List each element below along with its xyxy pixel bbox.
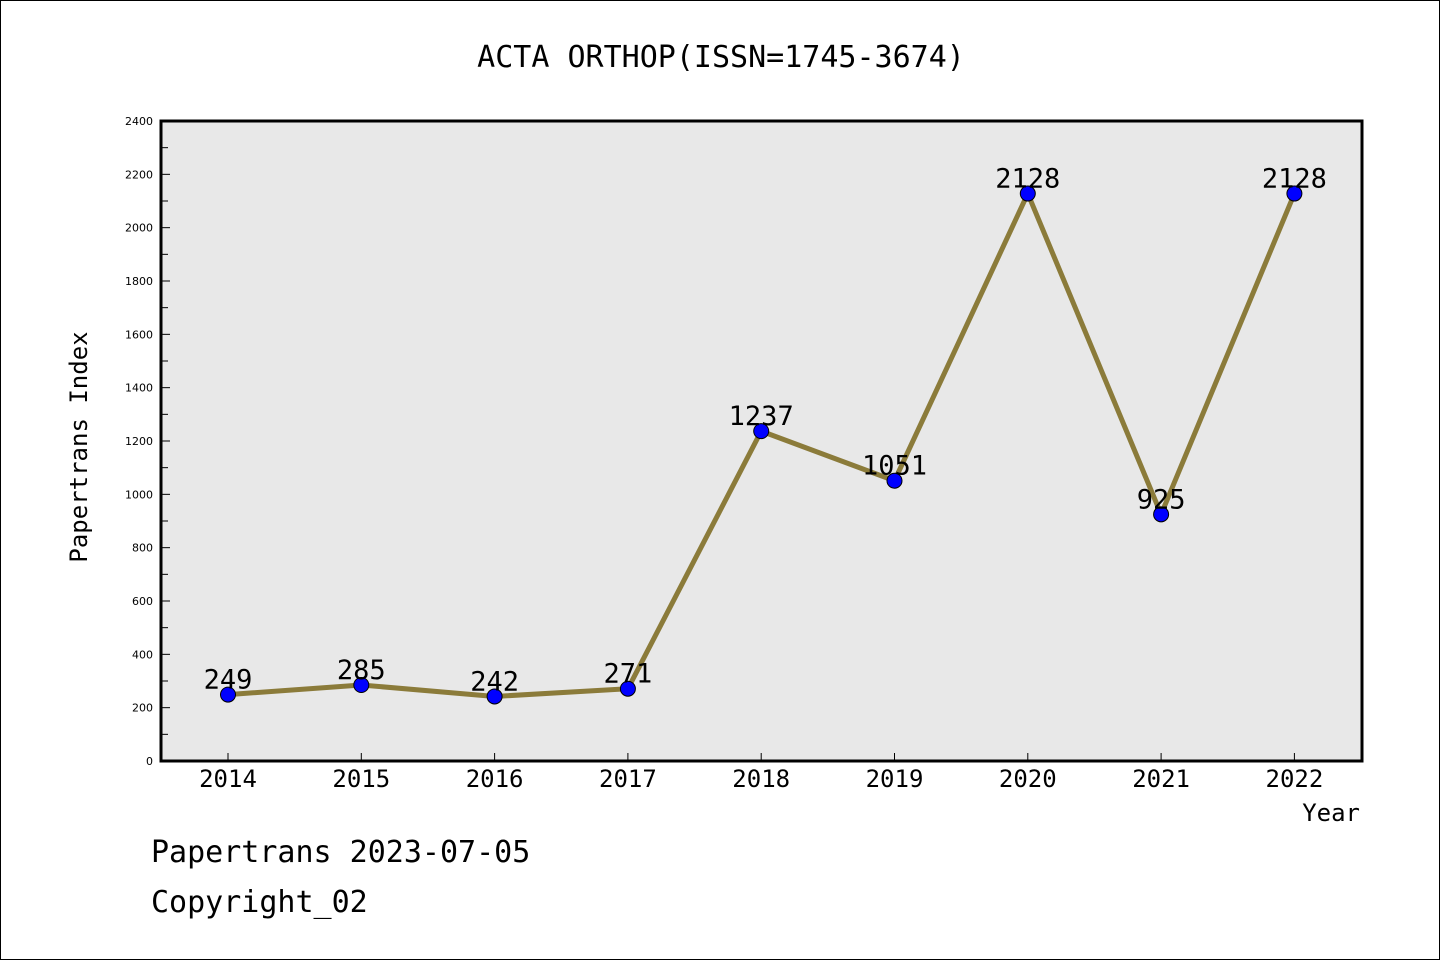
y-tick-label: 1600: [125, 328, 153, 341]
x-tick-label: 2018: [732, 765, 790, 793]
series-layer: 249 285 242 271 1237 1051 2128 925 2128: [204, 164, 1327, 705]
data-point: [353, 677, 370, 693]
y-tick-label: 2000: [125, 222, 153, 235]
y-tick-label: 2400: [125, 115, 153, 128]
plot-area: [159, 119, 1364, 763]
x-tick-label: 2020: [999, 765, 1057, 793]
data-point: [753, 423, 770, 440]
data-point: [886, 472, 903, 489]
y-tick-label: 0: [146, 755, 153, 768]
data-label: 242: [470, 666, 519, 697]
y-axis: 0 200 400 600 800 1000 1200 1400 1600 1800 2000 220…: [125, 115, 170, 768]
x-axis-label: Year: [1302, 799, 1360, 827]
x-tick-label: 2015: [332, 765, 390, 793]
y-tick-label: 1800: [125, 275, 153, 288]
data-point: [1153, 506, 1170, 523]
footer-copyright: Copyright_02: [151, 885, 368, 920]
data-label: 249: [204, 665, 253, 696]
data-point: [619, 680, 636, 697]
y-tick-label: 1400: [125, 382, 153, 395]
x-axis: 2014 2015 2016 2017 2018 2019 2020 2021 2022: [199, 753, 1323, 793]
data-point: [486, 688, 503, 705]
chart-title: ACTA ORTHOP(ISSN=1745-3674): [477, 40, 965, 75]
data-point: [1286, 185, 1303, 202]
data-point: [1019, 185, 1036, 202]
x-tick-label: 2019: [866, 765, 924, 793]
y-tick-label: 800: [132, 542, 153, 555]
x-tick-label: 2014: [199, 765, 257, 793]
y-tick-label: 1000: [125, 488, 153, 501]
data-label: 271: [604, 659, 653, 690]
data-label: 1051: [862, 451, 927, 482]
data-label: 2128: [995, 164, 1060, 195]
data-label: 925: [1137, 484, 1186, 515]
y-tick-label: 2200: [125, 168, 153, 181]
data-point: [220, 686, 236, 703]
x-tick-label: 2021: [1132, 765, 1190, 793]
y-axis-label: Papertrans Index: [65, 331, 93, 562]
x-tick-label: 2017: [599, 765, 657, 793]
x-tick-label: 2016: [466, 765, 524, 793]
y-tick-label: 1200: [125, 435, 153, 448]
x-tick-label: 2022: [1266, 765, 1324, 793]
y-tick-label: 200: [132, 702, 153, 715]
footer-date: Papertrans 2023-07-05: [151, 835, 531, 870]
data-label: 2128: [1262, 164, 1327, 195]
data-label: 1237: [729, 401, 794, 432]
y-tick-label: 400: [132, 648, 153, 661]
data-label: 285: [337, 655, 386, 686]
y-tick-label: 600: [132, 595, 153, 608]
